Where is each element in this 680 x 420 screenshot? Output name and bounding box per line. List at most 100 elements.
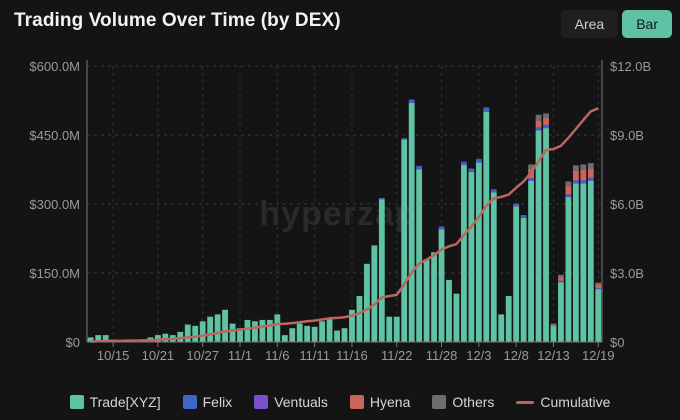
legend-item-ventuals[interactable]: Ventuals bbox=[254, 394, 328, 410]
watermark: hyperzap bbox=[259, 195, 416, 233]
bar-trade-xyz bbox=[289, 328, 296, 342]
bar-felix bbox=[401, 138, 408, 140]
bar-trade-xyz bbox=[461, 164, 467, 342]
x-tick-label: 11/16 bbox=[336, 348, 368, 363]
bar-ventuals bbox=[490, 189, 497, 191]
bar-felix bbox=[490, 190, 497, 193]
bar-others bbox=[550, 323, 557, 325]
bar-toggle-button[interactable]: Bar bbox=[622, 10, 672, 38]
legend-swatch-ventuals bbox=[254, 395, 269, 409]
bar-trade-xyz bbox=[356, 296, 363, 342]
bar-trade-xyz bbox=[192, 325, 199, 342]
bar-trade-xyz bbox=[565, 197, 572, 342]
legend-item-felix[interactable]: Felix bbox=[182, 394, 233, 410]
bar-trade-xyz bbox=[177, 331, 184, 342]
bar-series bbox=[87, 99, 602, 342]
bar-trade-xyz bbox=[483, 112, 490, 342]
bar-ventuals bbox=[483, 107, 490, 109]
bar-trade-xyz bbox=[95, 335, 102, 342]
bar-hyena bbox=[543, 117, 549, 125]
bar-ventuals bbox=[558, 280, 564, 282]
x-tick-label: 11/1 bbox=[228, 348, 252, 363]
bar-hyena bbox=[572, 170, 579, 181]
bar-ventuals bbox=[535, 127, 542, 129]
bar-trade-xyz bbox=[334, 330, 340, 342]
bar-trade-xyz bbox=[229, 323, 236, 342]
bar-trade-xyz bbox=[87, 337, 94, 342]
bar-hyena bbox=[587, 168, 594, 178]
y-right-tick-label: $6.0B bbox=[610, 197, 644, 212]
bar-trade-xyz bbox=[386, 316, 393, 342]
bar-trade-xyz bbox=[349, 309, 355, 342]
bar-felix bbox=[528, 179, 535, 181]
bar-felix bbox=[587, 178, 594, 181]
bar-trade-xyz bbox=[311, 326, 318, 342]
bar-trade-xyz bbox=[438, 229, 445, 342]
legend-label-trade-xyz: Trade[XYZ] bbox=[89, 394, 161, 410]
legend-label-felix: Felix bbox=[202, 394, 233, 410]
bar-felix bbox=[520, 215, 527, 218]
bar-trade-xyz bbox=[416, 169, 423, 342]
bar-felix bbox=[565, 195, 572, 198]
legend: Trade[XYZ] Felix Ventuals Hyena Others C… bbox=[0, 394, 680, 410]
x-tick-label: 10/21 bbox=[142, 348, 175, 363]
x-tick-label: 10/27 bbox=[186, 348, 219, 363]
bar-ventuals bbox=[475, 158, 482, 160]
bar-trade-xyz bbox=[453, 293, 460, 342]
bar-others bbox=[543, 113, 549, 118]
bar-trade-xyz bbox=[222, 309, 228, 342]
bar-trade-xyz bbox=[162, 333, 169, 342]
legend-label-cumulative: Cumulative bbox=[540, 394, 611, 410]
x-tick-label: 11/6 bbox=[265, 348, 289, 363]
y-axis-right: $0 $3.0B $6.0B $9.0B $12.0B bbox=[601, 59, 651, 350]
bar-trade-xyz bbox=[326, 319, 333, 342]
legend-swatch-trade-xyz bbox=[69, 395, 84, 409]
x-tick-label: 12/8 bbox=[504, 348, 529, 363]
bar-trade-xyz bbox=[446, 279, 452, 342]
bar-trade-xyz bbox=[184, 324, 191, 342]
bar-trade-xyz bbox=[475, 162, 482, 342]
bar-others bbox=[528, 164, 535, 170]
y-right-tick-label: $3.0B bbox=[610, 266, 644, 281]
cumulative-series bbox=[90, 107, 599, 344]
bar-ventuals bbox=[543, 124, 549, 126]
bar-trade-xyz bbox=[572, 183, 579, 342]
y-right-tick-label: $0 bbox=[610, 335, 624, 350]
bar-felix bbox=[475, 159, 482, 163]
bar-trade-xyz bbox=[513, 206, 520, 342]
area-toggle-button[interactable]: Area bbox=[560, 10, 619, 38]
x-axis: 10/15 10/21 10/27 11/1 11/6 11/11 11/16 11/22 11… bbox=[87, 341, 615, 363]
bar-trade-xyz bbox=[237, 328, 243, 342]
bar-ventuals bbox=[513, 203, 520, 205]
bar-others bbox=[572, 165, 579, 171]
legend-item-trade-xyz[interactable]: Trade[XYZ] bbox=[69, 394, 161, 410]
bar-trade-xyz bbox=[252, 321, 258, 342]
bar-trade-xyz bbox=[595, 289, 602, 342]
legend-item-hyena[interactable]: Hyena bbox=[349, 394, 410, 410]
bar-others bbox=[558, 274, 564, 278]
bar-hyena bbox=[580, 169, 587, 181]
x-tick-label: 11/22 bbox=[381, 348, 413, 363]
legend-item-others[interactable]: Others bbox=[432, 394, 494, 410]
y-left-tick-label: $600.0M bbox=[29, 59, 80, 74]
bar-trade-xyz bbox=[528, 181, 535, 342]
bar-others bbox=[535, 114, 542, 121]
bar-ventuals bbox=[572, 180, 579, 181]
bar-felix bbox=[408, 100, 415, 103]
bar-trade-xyz bbox=[378, 199, 385, 342]
legend-item-cumulative[interactable]: Cumulative bbox=[516, 394, 610, 410]
bar-felix bbox=[572, 181, 579, 184]
cumulative-line bbox=[90, 107, 599, 344]
bar-trade-xyz bbox=[558, 282, 564, 342]
bar-ventuals bbox=[520, 215, 527, 216]
legend-label-ventuals: Ventuals bbox=[274, 394, 328, 410]
bar-felix bbox=[580, 181, 587, 184]
bar-trade-xyz bbox=[535, 130, 542, 342]
bar-felix bbox=[461, 162, 467, 165]
legend-swatch-hyena bbox=[349, 395, 364, 409]
bar-trade-xyz bbox=[266, 319, 273, 342]
bar-felix bbox=[558, 281, 564, 283]
bar-hyena bbox=[550, 324, 557, 326]
y-right-tick-label: $9.0B bbox=[610, 128, 644, 143]
